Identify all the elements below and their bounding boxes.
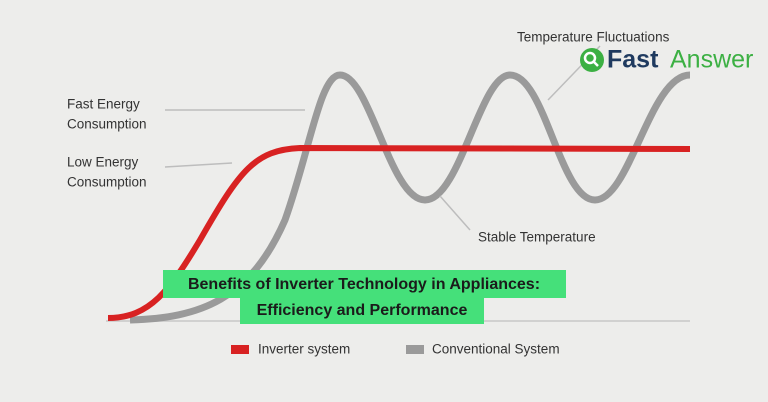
annotation: Fast Energy — [67, 97, 140, 112]
annotation: Low Energy — [67, 155, 139, 170]
banner-background — [163, 270, 566, 298]
logo-text: Fast — [607, 46, 659, 74]
annotation-line — [164, 162, 233, 168]
annotation: Consumption — [67, 117, 147, 132]
banner-title: Benefits of Inverter Technology in Appli… — [188, 276, 540, 293]
logo-icon — [580, 48, 604, 72]
legend-label: Conventional System — [432, 342, 560, 357]
inverter-curve — [107, 144, 691, 321]
annotation: Stable Temperature — [478, 230, 596, 245]
legend-label: Inverter system — [258, 342, 350, 357]
legend-swatch — [231, 345, 249, 354]
logo: Fast Answer — [580, 46, 753, 74]
logo-icon — [593, 61, 599, 67]
conventional-curve — [129, 71, 691, 324]
annotation: Temperature Fluctuations — [517, 30, 670, 45]
logo-text: Answer — [670, 46, 753, 74]
legend-swatch — [406, 345, 424, 354]
annotation-line — [439, 195, 471, 231]
banner-background — [240, 297, 484, 324]
banner-title: Efficiency and Performance — [257, 302, 468, 319]
annotation: Consumption — [67, 175, 147, 190]
logo-icon — [583, 51, 597, 65]
